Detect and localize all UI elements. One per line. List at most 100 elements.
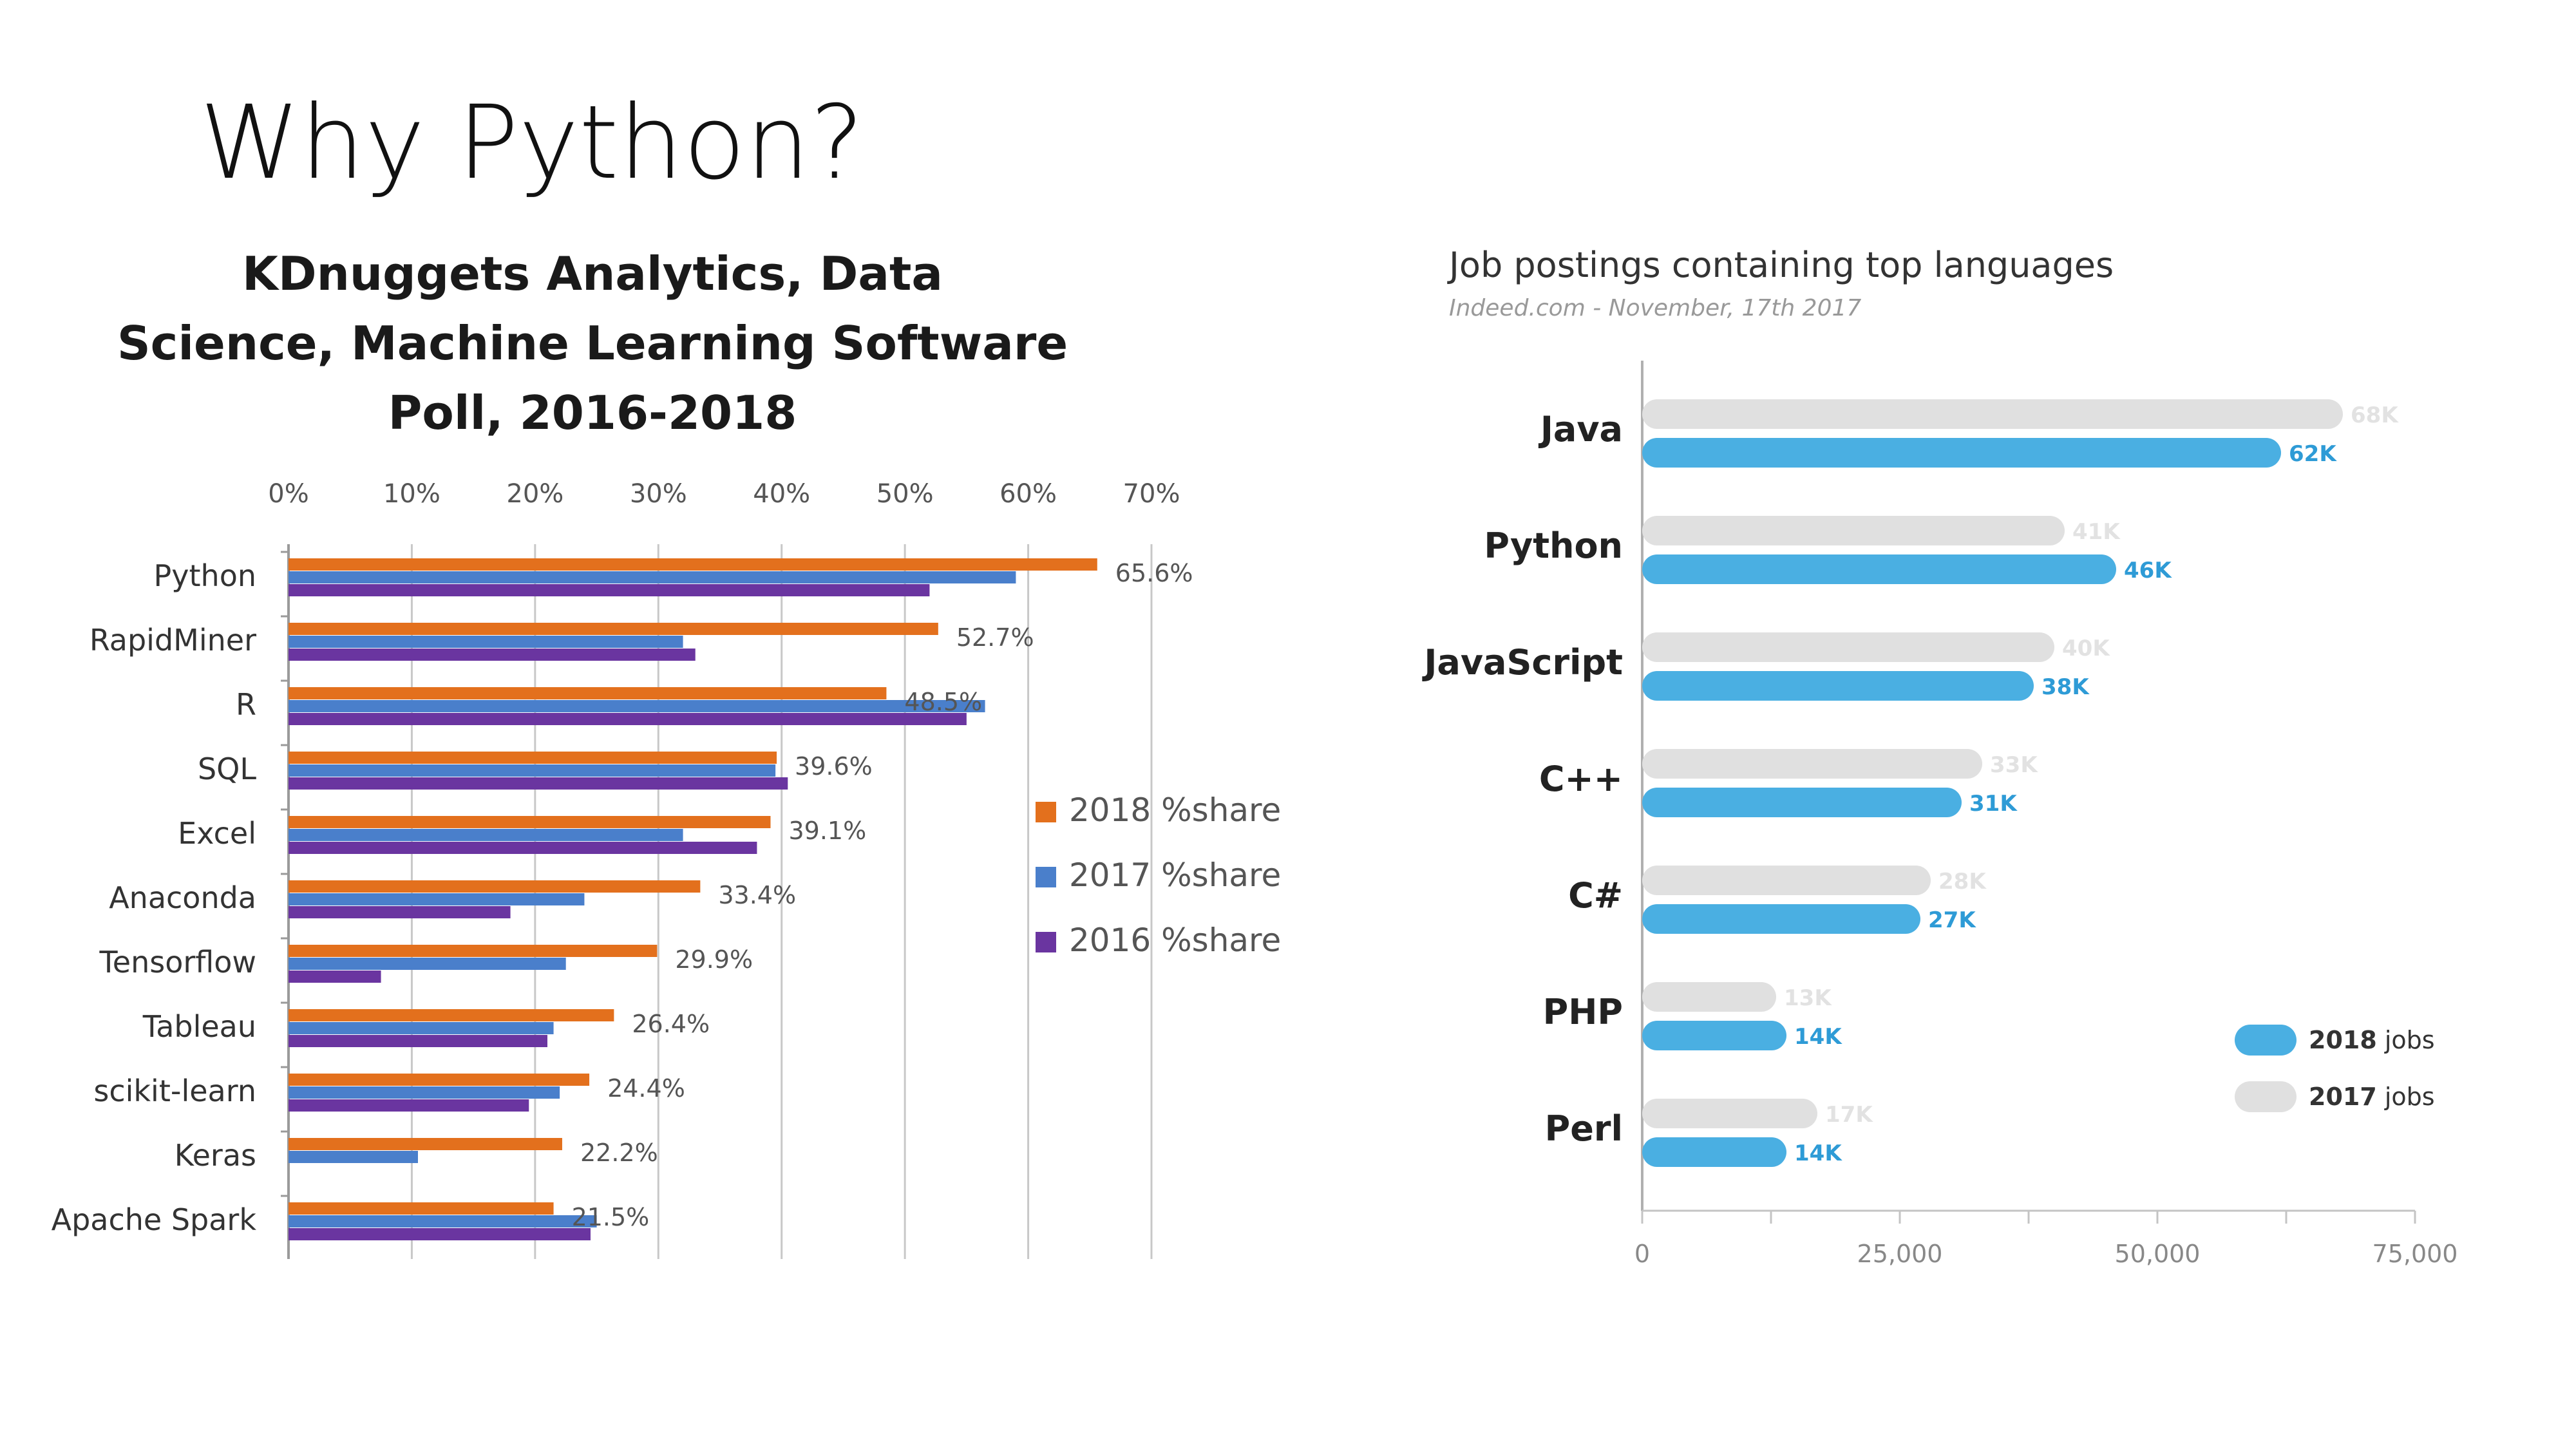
chart-subtitle: Indeed.com - November, 17th 2017 bbox=[1449, 295, 1861, 321]
chart-title: Job postings containing top languages bbox=[1447, 245, 2114, 285]
bar-2018 bbox=[1642, 788, 1962, 817]
bar bbox=[289, 1138, 562, 1150]
bar bbox=[289, 971, 381, 983]
legend-label-suffix: jobs bbox=[2377, 1083, 2435, 1111]
category-label: Keras bbox=[175, 1138, 256, 1173]
legend-label-year: 2018 bbox=[2309, 1026, 2377, 1054]
x-tick-label: 50,000 bbox=[2115, 1240, 2201, 1268]
bar-2017 bbox=[1642, 749, 1982, 779]
bar-2017 bbox=[1642, 632, 2054, 662]
data-label: 14K bbox=[1794, 1141, 1842, 1166]
bar bbox=[289, 1074, 590, 1086]
bar-2017 bbox=[1642, 516, 2065, 545]
bar-2018 bbox=[1642, 904, 1920, 934]
bar bbox=[289, 1086, 560, 1099]
x-tick-label: 20% bbox=[506, 479, 564, 509]
category-label: Tensorflow bbox=[99, 945, 257, 980]
data-label: 27K bbox=[1928, 907, 1976, 933]
bar bbox=[289, 1215, 597, 1227]
bar bbox=[289, 700, 985, 712]
data-label: 28K bbox=[1938, 869, 1987, 895]
category-label: Perl bbox=[1545, 1108, 1623, 1149]
slide-title: Why Python? bbox=[200, 84, 864, 202]
legend-swatch bbox=[1036, 932, 1056, 952]
bar bbox=[289, 1035, 547, 1047]
legend-swatch bbox=[1036, 802, 1056, 822]
bar bbox=[289, 687, 887, 699]
bar bbox=[289, 777, 788, 790]
data-label: 38K bbox=[2041, 674, 2090, 700]
category-label: PHP bbox=[1543, 992, 1623, 1032]
data-label: 52.7% bbox=[956, 623, 1034, 652]
bar bbox=[289, 958, 566, 970]
legend-label-year: 2017 bbox=[2309, 1083, 2377, 1111]
bar bbox=[289, 1202, 554, 1215]
bar bbox=[289, 816, 771, 828]
legend-label: 2017 jobs bbox=[2309, 1083, 2435, 1111]
chart-title-line: Science, Machine Learning Software bbox=[117, 316, 1068, 370]
bar bbox=[289, 764, 776, 777]
data-label: 33.4% bbox=[718, 881, 796, 909]
bar bbox=[289, 945, 658, 957]
bar-2018 bbox=[1642, 1021, 1786, 1050]
x-tick-label: 0% bbox=[268, 479, 308, 509]
bar bbox=[289, 906, 511, 918]
bar-2018 bbox=[1642, 1137, 1786, 1167]
bar bbox=[289, 1099, 529, 1112]
bar bbox=[289, 584, 930, 596]
x-tick-label: 10% bbox=[383, 479, 440, 509]
bar bbox=[289, 1151, 418, 1163]
data-label: 13K bbox=[1784, 985, 1832, 1011]
category-label: JavaScript bbox=[1421, 642, 1623, 683]
category-label: Tableau bbox=[142, 1009, 256, 1044]
bar bbox=[289, 1022, 554, 1034]
data-label: 46K bbox=[2124, 558, 2172, 583]
x-tick-label: 60% bbox=[999, 479, 1057, 509]
legend-label-suffix: jobs bbox=[2377, 1026, 2435, 1054]
chart-title-line: Poll, 2016-2018 bbox=[388, 386, 797, 440]
x-tick-label: 50% bbox=[876, 479, 934, 509]
category-label: C# bbox=[1568, 875, 1623, 916]
bar bbox=[289, 880, 701, 893]
legend-swatch bbox=[2235, 1081, 2297, 1112]
data-label: 39.1% bbox=[788, 817, 866, 845]
legend-swatch bbox=[2235, 1025, 2297, 1056]
bar bbox=[289, 752, 777, 764]
data-label: 17K bbox=[1825, 1102, 1873, 1128]
bar bbox=[289, 713, 967, 725]
bar-2018 bbox=[1642, 671, 2034, 701]
category-label: scikit-learn bbox=[93, 1074, 256, 1108]
data-label: 14K bbox=[1794, 1024, 1842, 1050]
x-tick-label: 70% bbox=[1123, 479, 1180, 509]
data-label: 33K bbox=[1990, 752, 2038, 778]
category-label: Apache Spark bbox=[52, 1202, 257, 1237]
legend-label: 2016 %share bbox=[1069, 922, 1281, 959]
bar bbox=[289, 1009, 614, 1021]
data-label: 41K bbox=[2072, 519, 2121, 545]
bar bbox=[289, 649, 696, 661]
data-label: 22.2% bbox=[580, 1139, 658, 1167]
data-label: 24.4% bbox=[607, 1074, 685, 1103]
job-postings-chart: Job postings containing top languages Ind… bbox=[1421, 245, 2458, 1268]
data-label: 26.4% bbox=[632, 1010, 710, 1038]
bar bbox=[289, 636, 683, 648]
legend-label: 2017 %share bbox=[1069, 857, 1281, 894]
x-tick-label: 75,000 bbox=[2372, 1240, 2458, 1268]
data-label: 21.5% bbox=[572, 1203, 650, 1231]
category-label: Python bbox=[1484, 526, 1623, 566]
data-label: 39.6% bbox=[795, 752, 873, 781]
kdnuggets-chart: KDnuggets Analytics, Data Science, Machin… bbox=[52, 247, 1281, 1259]
category-label: Anaconda bbox=[109, 880, 256, 915]
bar-2017 bbox=[1642, 399, 2343, 429]
data-label: 48.5% bbox=[904, 688, 982, 716]
category-label: Python bbox=[154, 558, 256, 593]
data-label: 31K bbox=[1969, 791, 2018, 817]
data-label: 68K bbox=[2351, 402, 2399, 428]
x-tick-label: 0 bbox=[1634, 1240, 1650, 1268]
bar bbox=[289, 1228, 591, 1240]
bar bbox=[289, 558, 1097, 571]
bar-2017 bbox=[1642, 866, 1931, 895]
bar-2018 bbox=[1642, 438, 2281, 468]
bar bbox=[289, 893, 585, 905]
bar bbox=[289, 829, 683, 841]
